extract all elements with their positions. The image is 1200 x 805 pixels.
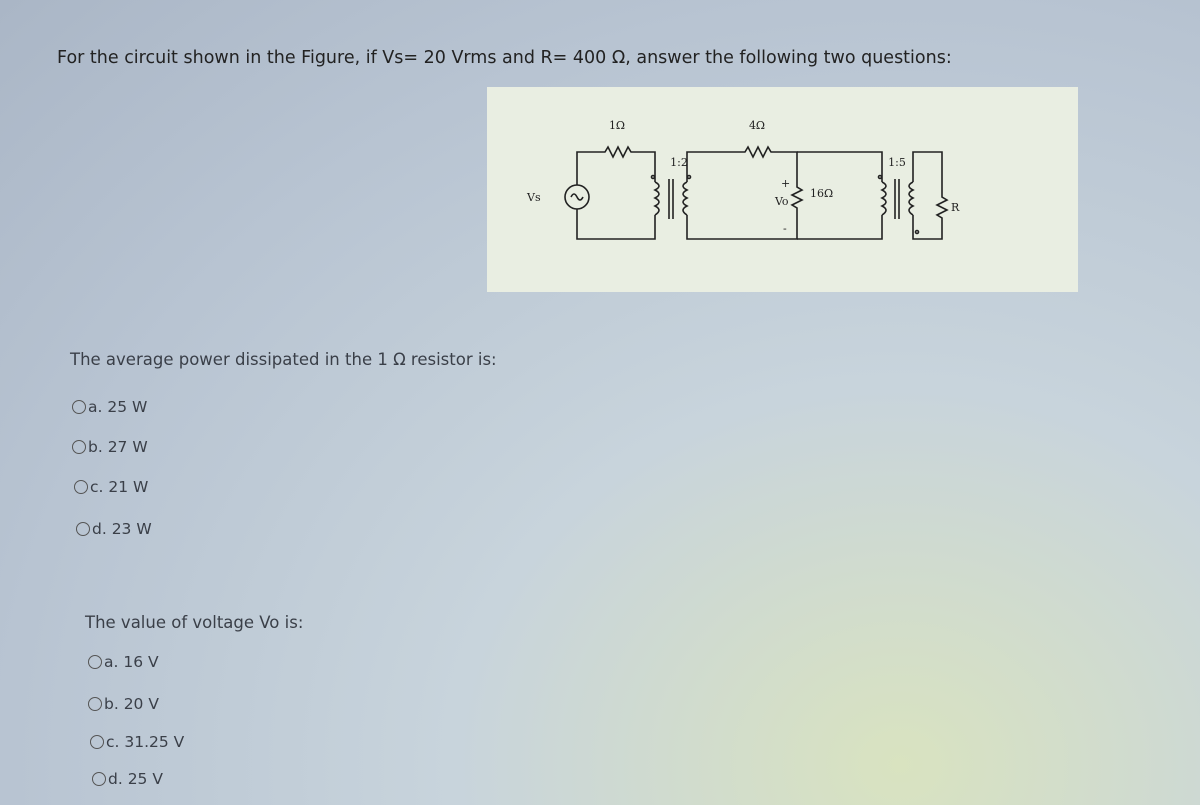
label: 4Ω: [749, 119, 765, 132]
option[interactable]: b. 20 V: [88, 695, 159, 713]
source-symbol: [570, 193, 584, 201]
label: +: [781, 177, 790, 190]
label: 1:2: [670, 156, 688, 169]
label: Vo: [774, 195, 789, 208]
radio[interactable]: [88, 697, 102, 711]
option[interactable]: a. 25 W: [72, 398, 147, 416]
coil: [880, 181, 887, 216]
coil: [682, 181, 689, 216]
dot: [650, 174, 656, 180]
option[interactable]: b. 27 W: [72, 438, 148, 456]
radio[interactable]: [90, 735, 104, 749]
dot: [686, 174, 692, 180]
option-label[interactable]: d. 25 V: [108, 770, 163, 788]
label: 1Ω: [609, 119, 625, 132]
option-label[interactable]: c. 31.25 V: [106, 733, 185, 751]
wire: [576, 145, 656, 185]
radio[interactable]: [76, 522, 90, 536]
label: 1:5: [888, 156, 906, 169]
dot: [914, 229, 920, 235]
option[interactable]: c. 21 W: [74, 478, 148, 496]
radio[interactable]: [72, 400, 86, 414]
question-prompt: The average power dissipated in the 1 Ω …: [70, 350, 497, 369]
intro-text: For the circuit shown in the Figure, if …: [57, 48, 952, 68]
coil: [653, 181, 660, 216]
label: R: [951, 201, 960, 214]
circuit-figure: 1Ω 4Ω 1:2 1:5 Vs Vo 16Ω R + -: [487, 87, 1078, 292]
wire: [797, 151, 883, 182]
wire: [912, 151, 949, 240]
option-label[interactable]: b. 20 V: [104, 695, 159, 713]
option-label[interactable]: c. 21 W: [90, 478, 149, 496]
question-prompt: The value of voltage Vo is:: [85, 613, 304, 632]
label: -: [783, 222, 787, 235]
option[interactable]: a. 16 V: [88, 653, 159, 671]
label: 16Ω: [810, 187, 833, 200]
wire: [576, 209, 656, 240]
label: Vs: [526, 191, 541, 204]
option-label[interactable]: b. 27 W: [88, 438, 148, 456]
option-label[interactable]: a. 16 V: [104, 653, 159, 671]
coil: [908, 181, 915, 216]
radio[interactable]: [92, 772, 106, 786]
option[interactable]: d. 25 V: [92, 770, 163, 788]
option[interactable]: c. 31.25 V: [90, 733, 184, 751]
wire: [797, 215, 883, 240]
radio[interactable]: [74, 480, 88, 494]
radio[interactable]: [72, 440, 86, 454]
radio[interactable]: [88, 655, 102, 669]
option[interactable]: d. 23 W: [76, 520, 152, 538]
dot: [877, 174, 883, 180]
option-label[interactable]: a. 25 W: [88, 398, 148, 416]
option-label[interactable]: d. 23 W: [92, 520, 152, 538]
